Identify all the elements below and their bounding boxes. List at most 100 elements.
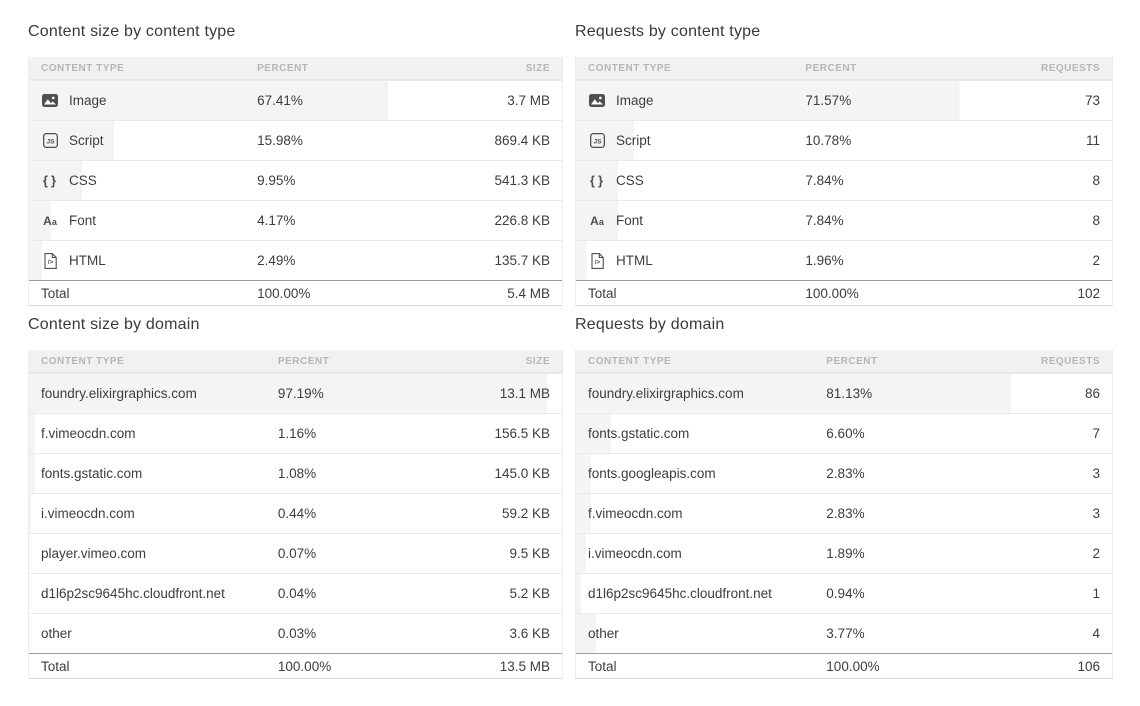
row-value: 4 [1092,626,1100,641]
row-label: other [41,626,72,641]
panel-title: Requests by content type [575,23,761,40]
requests-by-content-type-table: Content type Percent Requests Image 71.57… [575,57,1113,306]
row-percent: 1.96% [805,253,844,268]
row-label-cell: /> HTML [29,252,257,269]
row-percent: 1.08% [277,466,317,481]
row-label: CSS [616,173,644,188]
table-row: Image 71.57% 73 [576,80,1112,120]
row-label: fonts.googleapis.com [588,466,716,481]
row-value: 7 [1092,426,1100,441]
row-label: CSS [69,173,97,188]
row-label-cell: Aa Font [29,213,257,228]
row-value: 3 [1092,466,1100,481]
row-label: i.vimeocdn.com [588,546,682,561]
row-label: Font [616,213,644,228]
total-label: Total [41,285,70,301]
table-row: f.vimeocdn.com 2.83% 3 [576,493,1112,533]
row-percent: 71.57% [805,93,852,108]
row-label-cell: i.vimeocdn.com [576,546,826,561]
row-label-cell: player.vimeo.com [29,546,278,561]
row-label: fonts.gstatic.com [41,466,143,481]
row-label: Script [616,133,651,148]
panel-title: Content size by domain [28,316,200,333]
image-icon [41,94,59,107]
row-label: HTML [616,253,653,268]
row-value: 541.3 KB [494,173,550,188]
table-row: other 0.03% 3.6 KB [29,613,562,653]
panel-requests-by-content-type: Requests by content type Content type Pe… [575,22,1113,306]
size-by-content-type-table: Content type Percent Size Image 67.41% 3.7… [28,57,563,306]
total-label: Total [588,658,617,674]
table-body: Image 71.57% 73 JS Script 10.78% 11 { } CSS 7.84%… [576,80,1112,306]
total-percent: 100.00% [277,658,332,674]
total-label: Total [588,285,617,301]
column-header-requests: Requests [1040,355,1100,367]
svg-text:JS: JS [593,138,602,145]
table-row: /> HTML 2.49% 135.7 KB [29,240,562,280]
total-value: 102 [1077,285,1100,301]
panel-size-by-domain: Content size by domain Content type Perc… [28,315,563,679]
row-value: 3.6 KB [509,626,550,641]
column-header-size: Size [525,62,550,74]
row-value: 5.2 KB [509,586,550,601]
table-row: d1l6p2sc9645hc.cloudfront.net 0.94% 1 [576,573,1112,613]
row-label-cell: other [29,626,278,641]
row-label: player.vimeo.com [41,546,147,561]
row-percent: 0.07% [277,546,317,561]
row-label-cell: i.vimeocdn.com [29,506,278,521]
total-label-cell: Total [29,659,278,674]
table-row: fonts.gstatic.com 6.60% 7 [576,413,1112,453]
table-total-row: Total 100.00% 102 [576,280,1112,306]
row-percent: 1.16% [277,426,317,441]
table-row: { } CSS 9.95% 541.3 KB [29,160,562,200]
row-percent: 7.84% [805,213,844,228]
row-label-cell: fonts.googleapis.com [576,466,826,481]
row-value: 86 [1084,386,1100,401]
font-icon: Aa [590,213,604,228]
row-label: foundry.elixirgraphics.com [588,386,744,401]
row-label-cell: JS Script [29,133,257,148]
html-icon: /> [41,252,59,269]
table-header-row: Content type Percent Requests [576,350,1112,373]
css-icon: { } [42,173,58,188]
table-row: fonts.googleapis.com 2.83% 3 [576,453,1112,493]
total-percent: 100.00% [257,285,311,301]
column-header-percent: Percent [257,62,309,74]
row-value: 8 [1092,213,1100,228]
table-row: other 3.77% 4 [576,613,1112,653]
row-label: f.vimeocdn.com [41,426,136,441]
row-value: 226.8 KB [494,213,550,228]
row-label: i.vimeocdn.com [41,506,135,521]
row-percent: 9.95% [257,173,296,188]
column-header-content-type: Content type [588,355,672,367]
row-label-cell: f.vimeocdn.com [576,506,826,521]
row-percent: 3.77% [826,626,865,641]
table-row: d1l6p2sc9645hc.cloudfront.net 0.04% 5.2 KB [29,573,562,613]
total-percent: 100.00% [826,658,880,674]
panel-size-by-content-type: Content size by content type Content typ… [28,22,563,306]
table-body: foundry.elixirgraphics.com 97.19% 13.1 MB f… [29,373,562,679]
row-label: Image [69,93,107,108]
row-label-cell: fonts.gstatic.com [29,466,278,481]
row-label: fonts.gstatic.com [588,426,690,441]
row-value: 145.0 KB [494,466,550,481]
row-percent: 0.44% [277,506,317,521]
table-body: Image 67.41% 3.7 MB JS Script 15.98% 869.4 KB {… [29,80,562,306]
row-label-cell: d1l6p2sc9645hc.cloudfront.net [29,586,278,601]
row-label-cell: /> HTML [576,252,805,269]
row-label-cell: { } CSS [576,173,805,188]
total-value: 106 [1077,658,1100,674]
table-body: foundry.elixirgraphics.com 81.13% 86 fonts.… [576,373,1112,679]
script-icon: JS [41,133,59,148]
total-label-cell: Total [576,659,826,674]
row-label-cell: f.vimeocdn.com [29,426,278,441]
column-header-content-type: Content type [41,62,125,74]
css-icon: { } [589,173,605,188]
panel-requests-by-domain: Requests by domain Content type Percent … [575,315,1113,679]
table-row: Image 67.41% 3.7 MB [29,80,562,120]
row-value: 8 [1092,173,1100,188]
table-row: fonts.gstatic.com 1.08% 145.0 KB [29,453,562,493]
row-label-cell: Image [576,93,805,108]
table-row: Aa Font 7.84% 8 [576,200,1112,240]
content-breakdown-grid: Content size by content type Content typ… [28,22,1113,679]
